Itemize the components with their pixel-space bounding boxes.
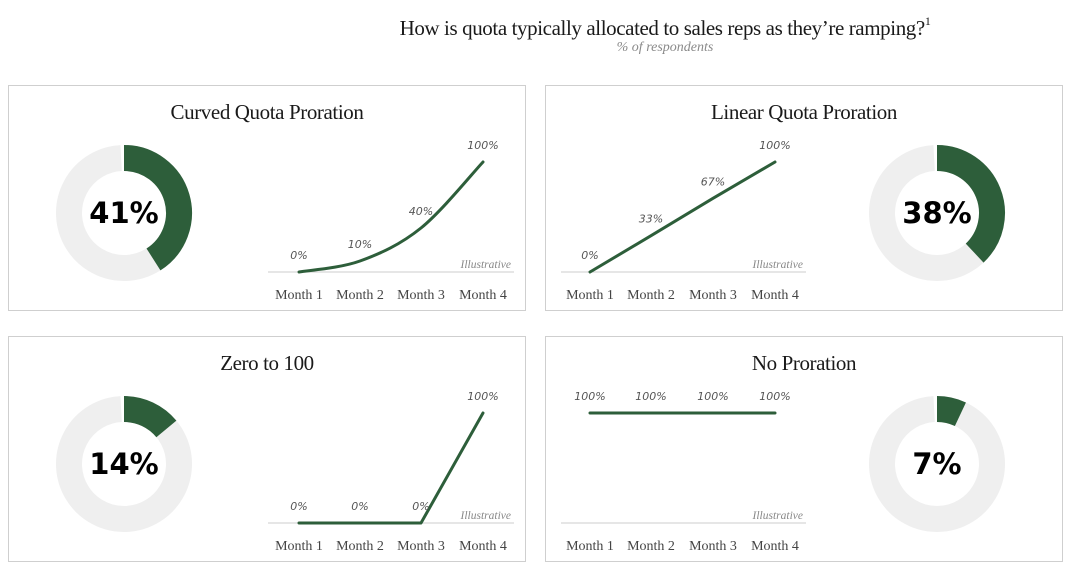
data-label: 10% bbox=[348, 238, 372, 251]
title-footnote: 1 bbox=[924, 14, 931, 28]
data-label: 0% bbox=[290, 249, 307, 262]
panel-chart: 7% Illustrative 100% 100% 100% 100% Month 1 Mon… bbox=[561, 390, 1005, 554]
data-label: 0% bbox=[290, 500, 307, 513]
panel-zero-to-100: Zero to 100 14% Illustrative 0% 0% 0% 100% Mon… bbox=[8, 336, 526, 562]
donut-value-arc bbox=[123, 145, 192, 271]
panel-title: No Proration bbox=[751, 351, 857, 375]
panel-chart: 14% Illustrative 0% 0% 0% 100% Month 1 Month 2 M… bbox=[56, 390, 514, 554]
data-label: 100% bbox=[759, 390, 790, 403]
illustrative-note: Illustrative bbox=[460, 259, 511, 271]
data-label: 100% bbox=[467, 139, 498, 152]
panel-linear-proration: Linear Quota Proration 38% Illustrative 0%… bbox=[545, 85, 1063, 311]
data-label: 100% bbox=[759, 139, 790, 152]
data-label: 100% bbox=[635, 390, 666, 403]
x-tick-label: Month 1 bbox=[566, 539, 614, 554]
illustrative-note: Illustrative bbox=[460, 510, 511, 522]
x-tick-label: Month 2 bbox=[627, 539, 675, 554]
panel-no-proration: No Proration 7% Illustrative 100% 100% 100% 1… bbox=[545, 336, 1063, 562]
data-label: 40% bbox=[409, 205, 433, 218]
panel-chart: 41% Illustrative 0% 10% 40% 100% Month 1 Month … bbox=[56, 139, 514, 303]
panel-title: Curved Quota Proration bbox=[170, 100, 364, 124]
donut-value-arc bbox=[936, 145, 1005, 263]
data-label: 0% bbox=[412, 500, 429, 513]
data-label: 0% bbox=[351, 500, 368, 513]
data-label: 100% bbox=[574, 390, 605, 403]
donut-track bbox=[56, 396, 192, 532]
x-tick-label: Month 3 bbox=[397, 539, 445, 554]
donut-percent-label: 38% bbox=[902, 196, 971, 230]
x-tick-label: Month 4 bbox=[751, 539, 799, 554]
data-label: 33% bbox=[639, 213, 663, 226]
series-line bbox=[297, 411, 485, 525]
data-label: 67% bbox=[701, 175, 725, 188]
x-tick-label: Month 4 bbox=[751, 288, 799, 303]
donut-value-arc bbox=[936, 396, 966, 427]
x-tick-label: Month 1 bbox=[275, 288, 323, 303]
donut-track bbox=[869, 396, 1005, 532]
panel-title: Linear Quota Proration bbox=[711, 100, 897, 124]
donut-percent-label: 7% bbox=[912, 447, 961, 481]
x-tick-label: Month 2 bbox=[627, 288, 675, 303]
x-tick-label: Month 3 bbox=[689, 539, 737, 554]
x-tick-label: Month 1 bbox=[566, 288, 614, 303]
donut-value-arc bbox=[123, 396, 177, 438]
x-tick-label: Month 4 bbox=[459, 539, 507, 554]
x-tick-label: Month 2 bbox=[336, 288, 384, 303]
x-tick-label: Month 4 bbox=[459, 288, 507, 303]
chart-title: How is quota typically allocated to sale… bbox=[300, 14, 1030, 41]
panel-chart: 38% Illustrative 0% 33% 67% 100% Month 1 Month … bbox=[561, 139, 1005, 303]
series-line bbox=[297, 160, 485, 274]
illustrative-note: Illustrative bbox=[752, 259, 803, 271]
chart-subtitle: % of respondents bbox=[616, 40, 714, 55]
x-tick-label: Month 3 bbox=[689, 288, 737, 303]
x-tick-label: Month 2 bbox=[336, 539, 384, 554]
data-label: 100% bbox=[467, 390, 498, 403]
x-tick-label: Month 3 bbox=[397, 288, 445, 303]
series-line bbox=[588, 160, 777, 274]
x-tick-label: Month 1 bbox=[275, 539, 323, 554]
donut-percent-label: 14% bbox=[89, 447, 158, 481]
donut-percent-label: 41% bbox=[89, 196, 158, 230]
panel-title: Zero to 100 bbox=[220, 351, 314, 375]
data-label: 100% bbox=[697, 390, 728, 403]
data-label: 0% bbox=[581, 249, 598, 262]
illustrative-note: Illustrative bbox=[752, 510, 803, 522]
panel-curved-proration: Curved Quota Proration 41% Illustrative 0%… bbox=[8, 85, 526, 311]
chart-title-text: How is quota typically allocated to sale… bbox=[399, 16, 926, 40]
